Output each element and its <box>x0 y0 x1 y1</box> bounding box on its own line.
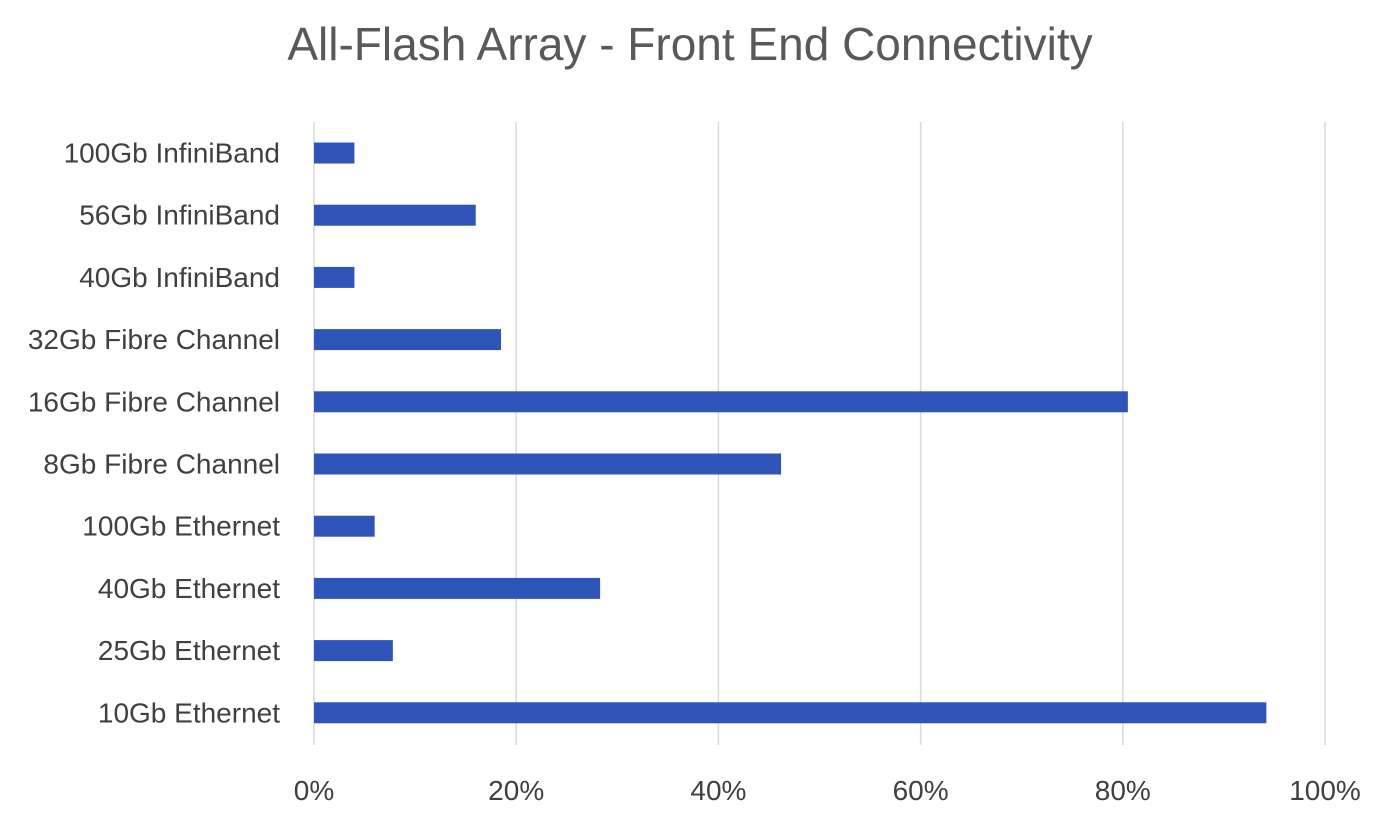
x-tick-label: 60% <box>893 775 949 806</box>
x-tick-label: 0% <box>294 775 334 806</box>
category-label: 8Gb Fibre Channel <box>43 449 280 480</box>
category-label: 40Gb InfiniBand <box>79 262 280 293</box>
x-tick-label: 20% <box>488 775 544 806</box>
x-tick-label: 100% <box>1289 775 1361 806</box>
bar <box>314 515 375 537</box>
bar <box>314 204 476 226</box>
category-labels: 100Gb InfiniBand 56Gb InfiniBand 40Gb Infi… <box>28 138 280 729</box>
category-label: 100Gb InfiniBand <box>64 138 280 169</box>
x-tick-label: 40% <box>690 775 746 806</box>
category-label: 32Gb Fibre Channel <box>28 324 280 355</box>
category-label: 10Gb Ethernet <box>98 697 280 728</box>
bar <box>314 329 502 351</box>
bars <box>314 142 1267 724</box>
category-label: 40Gb Ethernet <box>98 573 280 604</box>
category-label: 56Gb InfiniBand <box>79 200 280 231</box>
bar <box>314 266 355 288</box>
bar <box>314 577 601 599</box>
x-tick-labels: 0% 20% 40% 60% 80% 100% <box>294 775 1361 806</box>
category-label: 16Gb Fibre Channel <box>28 386 280 417</box>
bar <box>314 142 355 164</box>
x-tick-label: 80% <box>1095 775 1151 806</box>
bar <box>314 453 782 475</box>
bar <box>314 702 1267 724</box>
category-label: 100Gb Ethernet <box>82 511 280 542</box>
bar <box>314 640 393 662</box>
category-label: 25Gb Ethernet <box>98 635 280 666</box>
chart-title: All-Flash Array - Front End Connectivity <box>287 18 1092 70</box>
bar <box>314 391 1128 413</box>
